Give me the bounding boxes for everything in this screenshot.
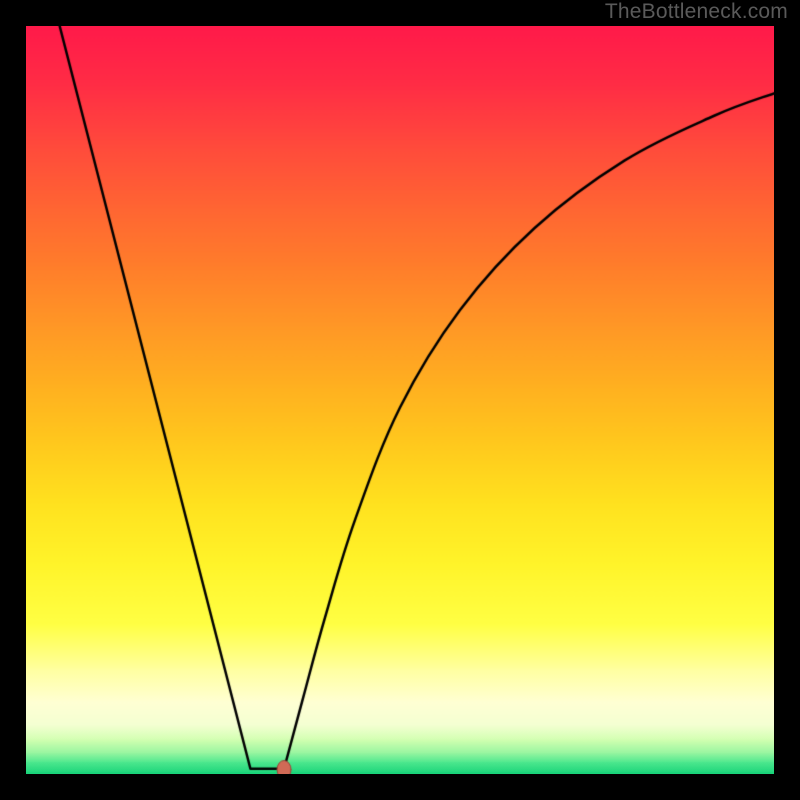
plot-frame xyxy=(26,26,774,774)
watermark-label: TheBottleneck.com xyxy=(605,0,788,24)
bottleneck-curve-chart xyxy=(26,26,774,774)
